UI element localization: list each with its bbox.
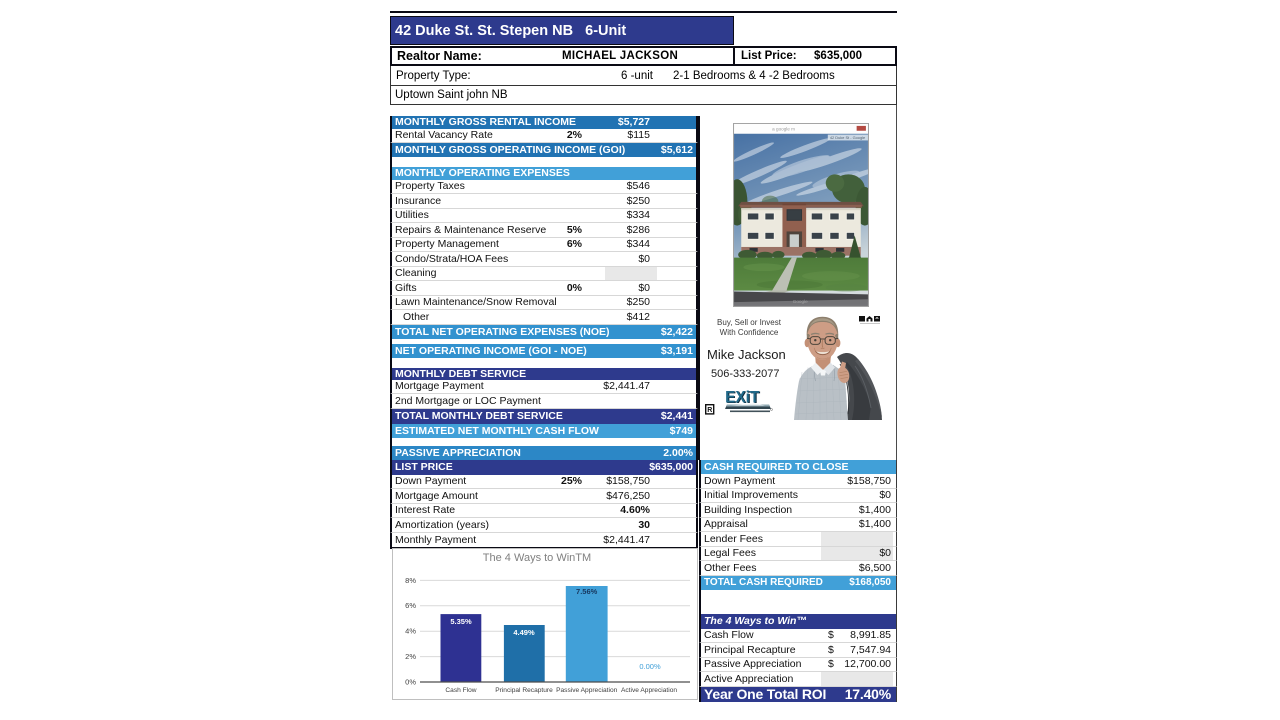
svg-text:Active Appreciation: Active Appreciation [621,687,677,694]
svg-text:4.49%: 4.49% [513,628,535,637]
svg-text:EXiT: EXiT [726,390,760,408]
svg-text:EXiT: EXiT [725,389,759,407]
svg-text:7.56%: 7.56% [576,587,598,596]
svg-text:Passive Appreciation: Passive Appreciation [556,687,618,694]
svg-text:Google: Google [793,299,808,304]
svg-text:42 Duke St - Google: 42 Duke St - Google [830,136,865,140]
svg-text:R: R [707,407,712,414]
svg-text:2%: 2% [405,652,416,661]
svg-text:0%: 0% [405,678,416,687]
svg-text:0.00%: 0.00% [639,662,661,671]
svg-text:Cash Flow: Cash Flow [445,687,476,694]
svg-text:5.35%: 5.35% [450,617,472,626]
svg-text:The 4 Ways to WinTM: The 4 Ways to WinTM [483,552,591,564]
svg-text:8%: 8% [405,576,416,585]
svg-text:6%: 6% [405,601,416,610]
svg-text:4%: 4% [405,627,416,636]
svg-text:a google m: a google m [772,127,795,132]
svg-text:Principal Recapture: Principal Recapture [495,687,553,694]
